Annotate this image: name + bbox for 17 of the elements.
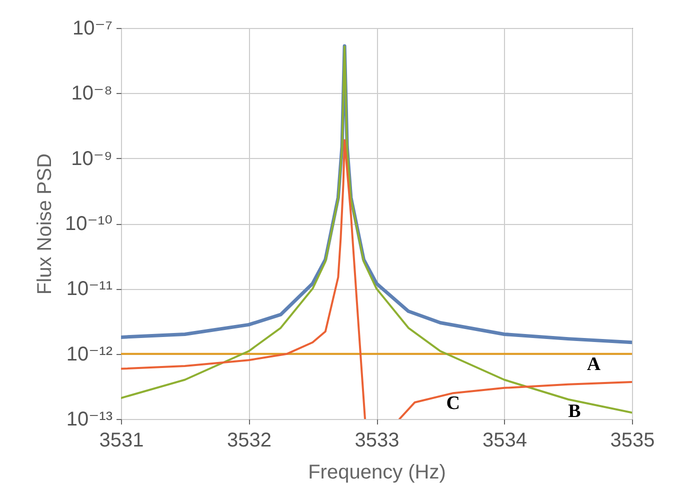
y-tick-label: 10⁻⁸ [71,82,112,105]
x-tick-label: 3535 [610,430,655,452]
y-axis-title: Flux Noise PSD [34,153,56,295]
annotation: B [568,400,582,422]
annotation: A [586,354,601,375]
x-tick-label: 3531 [99,430,144,452]
y-tick-label: 10⁻¹³ [66,408,113,430]
y-tick-label: 10⁻⁷ [72,18,112,40]
y-tick-label: 10⁻¹⁰ [65,213,112,235]
y-tick-label: 10⁻¹¹ [66,278,113,300]
y-tick-label: 10⁻¹² [66,343,113,366]
x-tick-label: 3532 [227,430,272,452]
annotation: C [446,393,460,414]
x-axis-title: Frequency (Hz) [308,462,446,484]
y-tick-label: 10⁻⁹ [71,148,112,170]
x-tick-label: 3533 [354,430,400,452]
x-tick-label: 3534 [482,430,527,452]
